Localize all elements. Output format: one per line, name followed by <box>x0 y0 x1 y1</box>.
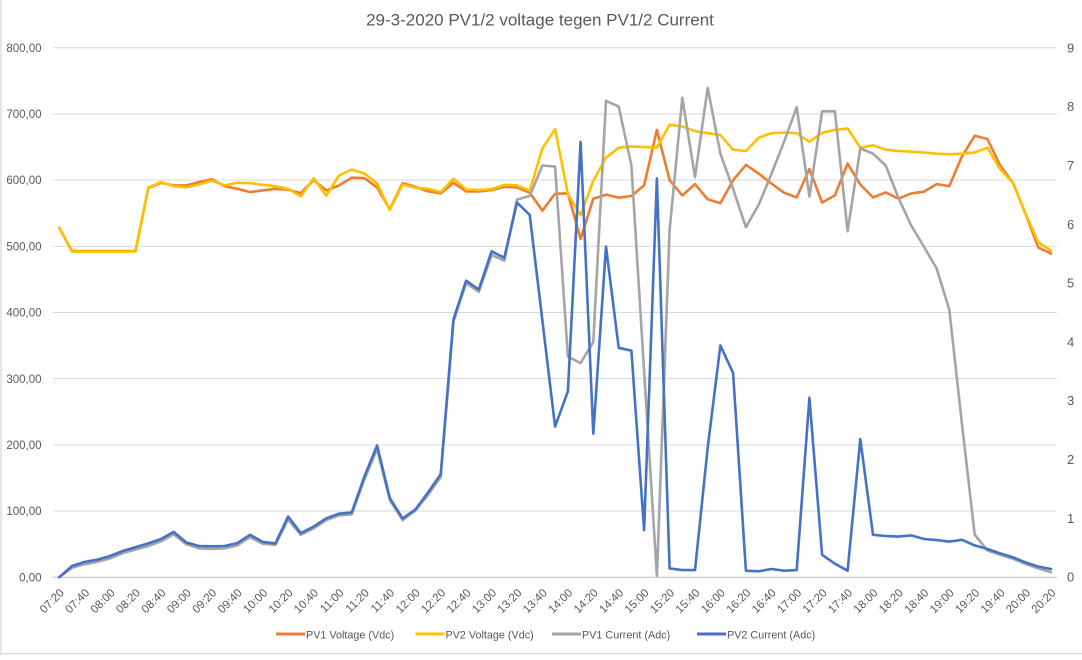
svg-text:8: 8 <box>1067 99 1074 114</box>
svg-text:800,00: 800,00 <box>6 43 41 55</box>
svg-text:9: 9 <box>1067 40 1074 55</box>
svg-text:PV2 Current (Adc): PV2 Current (Adc) <box>727 629 815 641</box>
svg-text:PV1 Voltage (Vdc): PV1 Voltage (Vdc) <box>306 629 394 641</box>
svg-text:29-3-2020 PV1/2 voltage tegen: 29-3-2020 PV1/2 voltage tegen PV1/2 Curr… <box>366 11 714 30</box>
svg-text:PV1 Current (Adc): PV1 Current (Adc) <box>582 629 670 641</box>
svg-text:1: 1 <box>1067 511 1074 526</box>
svg-text:0,00: 0,00 <box>19 572 41 584</box>
svg-text:100,00: 100,00 <box>6 506 41 518</box>
svg-text:300,00: 300,00 <box>6 374 41 386</box>
svg-text:7: 7 <box>1067 158 1074 173</box>
svg-text:500,00: 500,00 <box>6 241 41 253</box>
svg-text:600,00: 600,00 <box>6 175 41 187</box>
svg-text:PV2 Voltage (Vdc): PV2 Voltage (Vdc) <box>446 629 534 641</box>
svg-text:5: 5 <box>1067 276 1074 291</box>
svg-text:200,00: 200,00 <box>6 440 41 452</box>
svg-text:4: 4 <box>1067 334 1074 349</box>
svg-text:2: 2 <box>1067 452 1074 467</box>
svg-text:400,00: 400,00 <box>6 308 41 320</box>
svg-text:0: 0 <box>1067 570 1074 585</box>
svg-text:700,00: 700,00 <box>6 109 41 121</box>
svg-text:3: 3 <box>1067 393 1074 408</box>
svg-text:6: 6 <box>1067 217 1074 232</box>
